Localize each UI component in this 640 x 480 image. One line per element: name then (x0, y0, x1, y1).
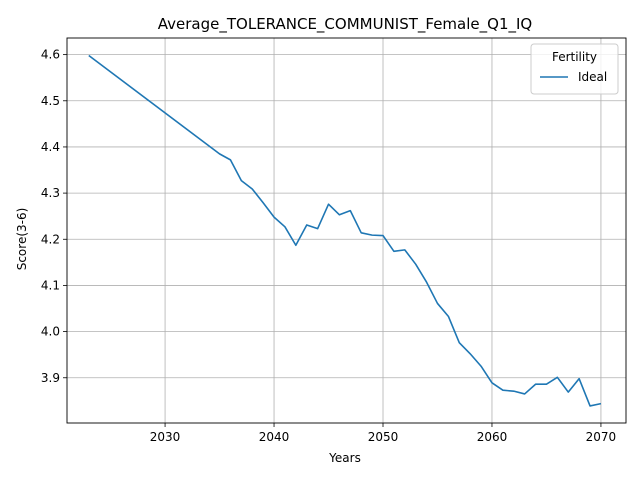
y-tick-label: 4.6 (41, 48, 60, 62)
y-tick-label: 4.1 (41, 278, 60, 292)
axes-frame (66, 37, 627, 424)
legend-series-label: Ideal (578, 70, 607, 84)
legend-title: Fertility (552, 50, 597, 64)
legend[interactable]: Fertility Ideal (530, 43, 619, 95)
y-tick-label: 4.5 (41, 94, 60, 108)
y-axis-ticks: 3.9 4.0 4.1 4.2 4.3 4.4 4.5 4.6 (41, 48, 67, 385)
x-tick-label: 2040 (259, 430, 290, 444)
x-tick-label: 2060 (477, 430, 508, 444)
chart-title: Average_TOLERANCE_COMMUNIST_Female_Q1_IQ (158, 15, 532, 34)
x-tick-label: 2050 (368, 430, 399, 444)
series-line-ideal (88, 54, 602, 407)
y-tick-label: 4.2 (41, 232, 60, 246)
y-tick-label: 4.0 (41, 325, 60, 339)
legend-box (530, 43, 619, 95)
x-tick-label: 2070 (586, 430, 617, 444)
y-tick-label: 3.9 (41, 371, 60, 385)
y-tick-label: 4.4 (41, 140, 60, 154)
x-axis-ticks: 2030 2040 2050 2060 2070 (150, 423, 616, 444)
y-axis-label: Score(3-6) (15, 208, 29, 271)
x-tick-label: 2030 (150, 430, 181, 444)
x-axis-label: Years (328, 451, 361, 465)
plot-series (88, 54, 602, 407)
y-tick-label: 4.3 (41, 186, 60, 200)
grid (67, 38, 626, 423)
